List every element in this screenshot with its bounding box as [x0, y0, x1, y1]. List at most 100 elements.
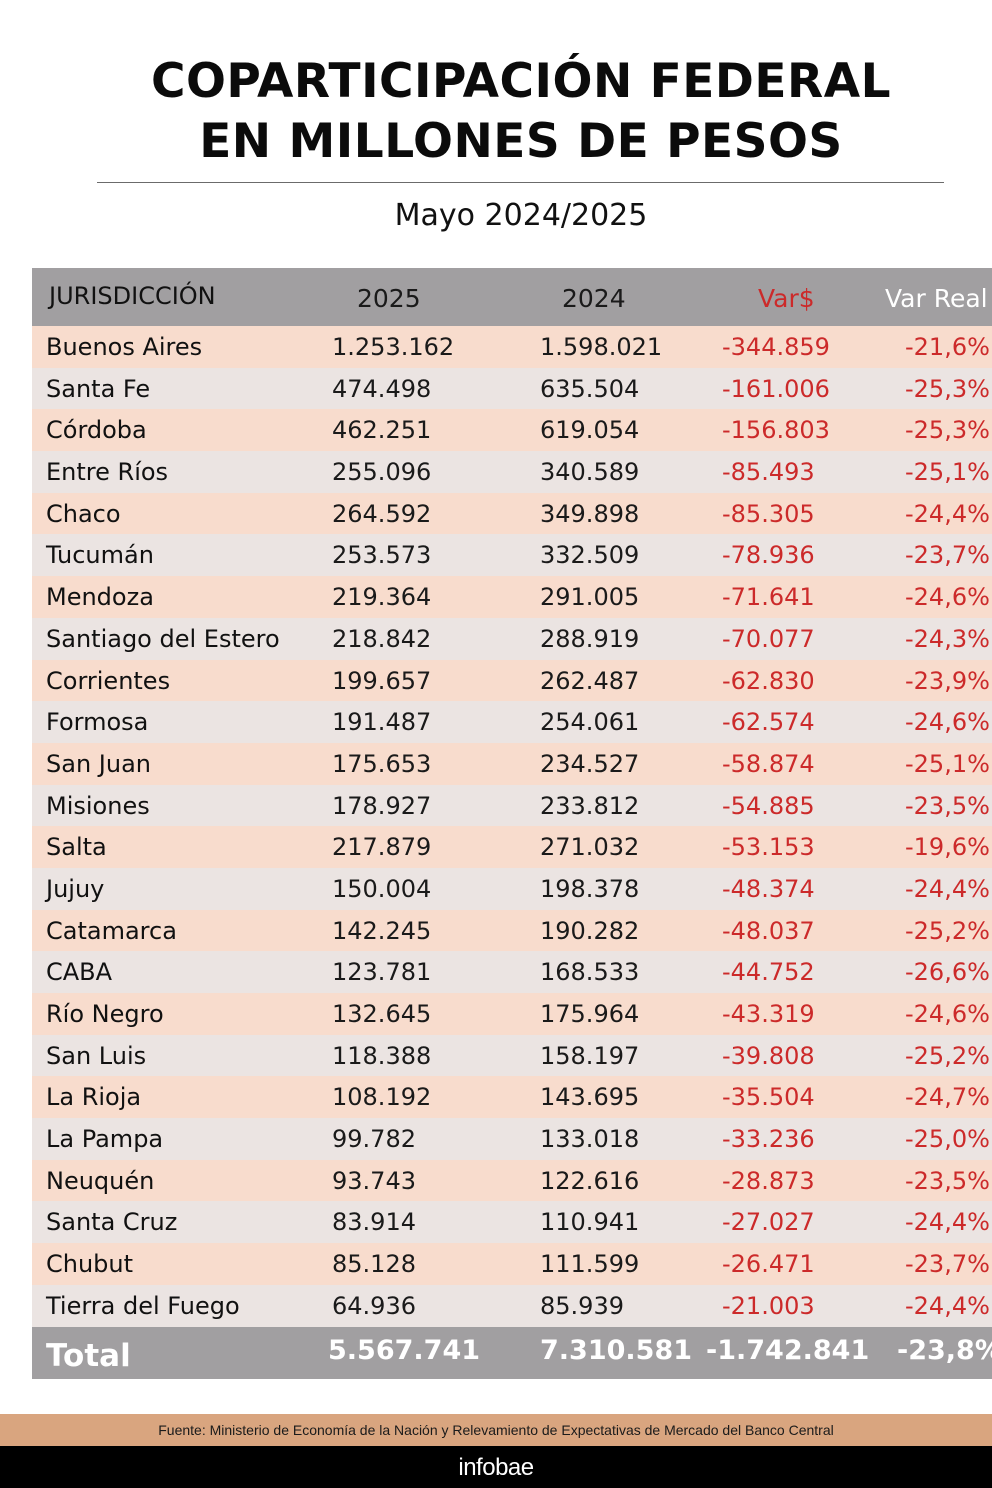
- cell-jurisdiccion: Neuquén: [46, 1166, 155, 1195]
- cell-jurisdiccion: Catamarca: [46, 916, 177, 945]
- title-line-1: COPARTICIPACIÓN FEDERAL: [150, 54, 892, 109]
- cell-var-pesos: -28.873: [722, 1166, 815, 1195]
- cell-var-pesos: -54.885: [722, 791, 815, 820]
- cell-2024: 349.898: [540, 499, 640, 528]
- cell-2025: 83.914: [332, 1208, 416, 1237]
- cell-var-real: -24,6%: [905, 1000, 990, 1028]
- cell-var-pesos: -26.471: [722, 1250, 815, 1279]
- cell-jurisdiccion: Tierra del Fuego: [46, 1291, 240, 1320]
- total-var-real: -23,8%: [897, 1334, 992, 1366]
- title-divider: [97, 182, 944, 183]
- cell-var-real: -26,6%: [905, 958, 990, 987]
- column-header-2025: 2025: [357, 284, 421, 313]
- cell-var-real: -23,7%: [905, 541, 990, 570]
- total-var-pesos: -1.742.841: [706, 1334, 870, 1366]
- table-row: San Juan 175.653 234.527 -58.874 -25,1%: [32, 742, 992, 785]
- cell-2024: 288.919: [540, 624, 640, 653]
- cell-jurisdiccion: Tucumán: [46, 541, 154, 570]
- cell-2024: 143.695: [540, 1083, 640, 1112]
- table-header: JURISDICCIÓN 2025 2024 Var$ Var Real: [32, 268, 992, 326]
- cell-2025: 462.251: [332, 416, 432, 445]
- table-row: La Rioja 108.192 143.695 -35.504 -24,7%: [32, 1076, 992, 1119]
- cell-2025: 118.388: [332, 1041, 432, 1070]
- table-row: Santa Fe 474.498 635.504 -161.006 -25,3%: [32, 367, 992, 410]
- cell-var-pesos: -27.027: [722, 1208, 815, 1237]
- cell-var-pesos: -62.830: [722, 666, 815, 695]
- table-row: Formosa 191.487 254.061 -62.574 -24,6%: [32, 701, 992, 743]
- cell-2024: 111.599: [540, 1250, 640, 1279]
- total-2024: 7.310.581: [540, 1334, 693, 1366]
- cell-2025: 64.936: [332, 1291, 416, 1320]
- table-row: Salta 217.879 271.032 -53.153 -19,6%: [32, 826, 992, 868]
- cell-var-pesos: -39.808: [722, 1041, 815, 1070]
- cell-jurisdiccion: San Juan: [46, 749, 151, 778]
- cell-jurisdiccion: La Pampa: [46, 1125, 164, 1154]
- cell-2024: 85.939: [540, 1291, 624, 1320]
- cell-var-real: -21,6%: [905, 333, 990, 361]
- cell-2024: 175.964: [540, 1000, 640, 1028]
- cell-2025: 99.782: [332, 1125, 416, 1154]
- cell-var-pesos: -53.153: [722, 833, 815, 862]
- total-2025: 5.567.741: [328, 1334, 481, 1366]
- cell-2024: 233.812: [540, 791, 640, 820]
- column-header-2024: 2024: [562, 284, 626, 313]
- cell-2025: 178.927: [332, 791, 432, 820]
- cell-var-pesos: -33.236: [722, 1125, 815, 1154]
- source-note: Fuente: Ministerio de Economía de la Nac…: [0, 1414, 992, 1446]
- cell-2025: 85.128: [332, 1250, 416, 1279]
- cell-jurisdiccion: CABA: [46, 958, 113, 987]
- cell-2024: 122.616: [540, 1166, 640, 1195]
- cell-var-real: -23,5%: [905, 1166, 990, 1195]
- cell-2024: 254.061: [540, 708, 640, 737]
- table-row: Santa Cruz 83.914 110.941 -27.027 -24,4%: [32, 1201, 992, 1244]
- cell-var-pesos: -156.803: [722, 416, 830, 445]
- cell-2025: 142.245: [332, 916, 432, 945]
- table-row: La Pampa 99.782 133.018 -33.236 -25,0%: [32, 1118, 992, 1160]
- cell-jurisdiccion: Río Negro: [46, 1000, 164, 1028]
- cell-jurisdiccion: Salta: [46, 833, 107, 862]
- table-row: Neuquén 93.743 122.616 -28.873 -23,5%: [32, 1159, 992, 1202]
- table-row: Santiago del Estero 218.842 288.919 -70.077…: [32, 617, 992, 660]
- cell-jurisdiccion: Misiones: [46, 791, 150, 820]
- cell-var-real: -25,1%: [905, 458, 990, 487]
- cell-2025: 132.645: [332, 1000, 432, 1028]
- cell-2025: 150.004: [332, 874, 432, 903]
- cell-jurisdiccion: Corrientes: [46, 666, 171, 695]
- cell-2024: 619.054: [540, 416, 640, 445]
- cell-jurisdiccion: Santiago del Estero: [46, 624, 280, 653]
- cell-2025: 219.364: [332, 583, 432, 612]
- table-row: Catamarca 142.245 190.282 -48.037 -25,2%: [32, 909, 992, 952]
- cell-jurisdiccion: Entre Ríos: [46, 458, 169, 487]
- cell-jurisdiccion: Mendoza: [46, 583, 154, 612]
- title-line-2: EN MILLONES DE PESOS: [199, 114, 843, 169]
- cell-var-pesos: -48.374: [722, 874, 815, 903]
- cell-2024: 198.378: [540, 874, 640, 903]
- cell-var-pesos: -43.319: [722, 1000, 815, 1028]
- cell-var-real: -24,4%: [905, 1291, 990, 1320]
- cell-var-pesos: -48.037: [722, 916, 815, 945]
- cell-var-real: -23,5%: [905, 791, 990, 820]
- cell-2025: 199.657: [332, 666, 432, 695]
- cell-2024: 262.487: [540, 666, 640, 695]
- cell-2024: 291.005: [540, 583, 640, 612]
- cell-2025: 255.096: [332, 458, 432, 487]
- cell-2024: 340.589: [540, 458, 640, 487]
- cell-jurisdiccion: San Luis: [46, 1041, 147, 1070]
- table-row: Chaco 264.592 349.898 -85.305 -24,4%: [32, 492, 992, 535]
- cell-2025: 108.192: [332, 1083, 432, 1112]
- cell-var-real: -19,6%: [905, 833, 990, 862]
- cell-jurisdiccion: Córdoba: [46, 416, 147, 445]
- page-title: COPARTICIPACIÓN FEDERAL EN MILLONES DE P…: [0, 52, 992, 172]
- cell-2024: 271.032: [540, 833, 640, 862]
- total-label: Total: [46, 1337, 131, 1374]
- cell-var-pesos: -58.874: [722, 749, 815, 778]
- cell-2025: 474.498: [332, 374, 432, 403]
- cell-var-pesos: -78.936: [722, 541, 815, 570]
- cell-var-pesos: -344.859: [722, 333, 830, 361]
- cell-var-pesos: -44.752: [722, 958, 815, 987]
- infobae-logo: infobae: [458, 1454, 534, 1481]
- table-row: Entre Ríos 255.096 340.589 -85.493 -25,1%: [32, 451, 992, 493]
- cell-2025: 253.573: [332, 541, 432, 570]
- cell-var-real: -25,0%: [905, 1125, 990, 1154]
- cell-var-real: -24,7%: [905, 1083, 990, 1112]
